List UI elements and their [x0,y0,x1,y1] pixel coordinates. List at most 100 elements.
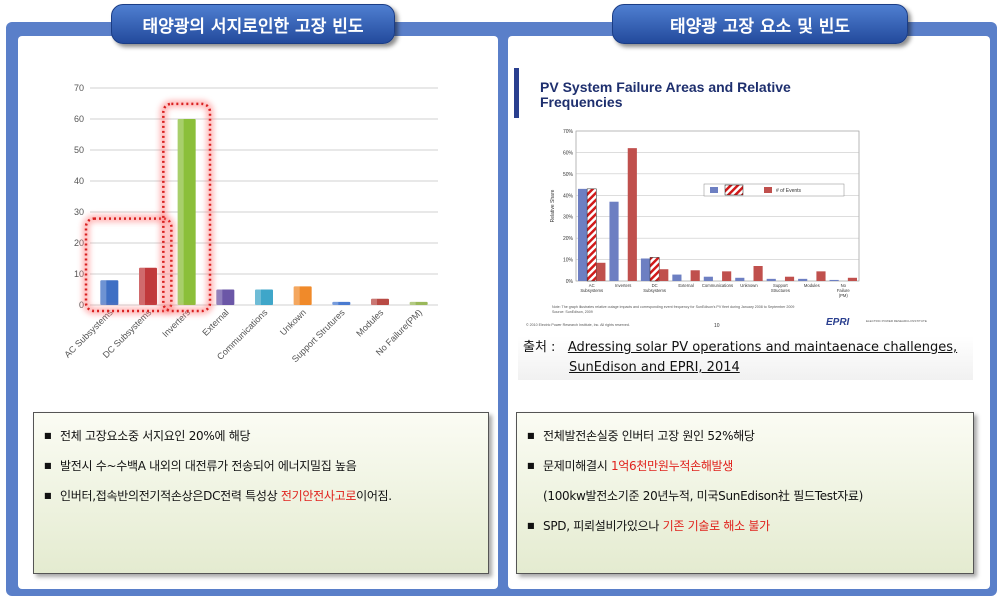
source-line1[interactable]: Adressing solar PV operations and mainta… [567,340,958,355]
page-number: 10 [714,323,720,329]
source-label: 출처 : [523,340,556,355]
highlight-box [159,100,214,315]
bar-series-0 [578,188,588,281]
bar-shine [371,298,377,305]
x-tick-label: Unkown [278,307,308,337]
bullet-text: 에 해당 [214,429,251,443]
bar-series-0 [766,278,776,281]
slide-title: PV System Failure Areas and Relative Fre… [540,79,791,110]
highlight-text: 1억6천만원누적손해발생 [610,459,734,473]
epri-logo-subtitle: ELECTRIC POWER RESEARCH INSTITUTE [866,319,927,323]
right-bullet: ■ SPD, 피뢰설비가있으나 기존 기술로 해소 불가 [527,518,973,534]
bar-no-failure-pm- [409,301,428,305]
bar-series-1 [586,188,597,282]
y-tick-label: 30 [74,207,84,217]
y-tick-label: 50 [74,145,84,155]
y-axis-label: Relative Share [550,189,556,222]
bar [409,301,428,305]
bullet-marker-icon: ■ [44,431,52,440]
bar-ac-subsystems [100,280,119,305]
bar-series-0 [609,201,619,281]
bar [139,267,157,305]
right-bullet: (100kw발전소기준 20년누적, 미국SunEdison社 필드Test자료… [527,488,973,504]
bar-series-0 [703,276,713,281]
pv-failure-bar-chart: 0% 10% 20% 30% 40% 50% 60% 70% Relative Share AC S… [526,129,927,329]
right-title: 태양광 고장 요소 및 빈도 [612,4,908,44]
bar-series-2 [627,148,637,281]
bar-unkown [293,286,312,305]
bar-external [216,289,235,305]
bar [216,289,235,305]
x-tick-label: Support Structures [771,283,790,293]
bar [293,286,312,305]
right-bullet-box: ■ 전체발전손실중 인버터 고장 원인 52%해당 ■ 문제미해결시 1억6천만원누적… [516,412,974,574]
y-tick-label: 70 [74,83,84,93]
epri-slide-image: PV System Failure Areas and Relative Fre… [514,68,975,332]
y-tick-label: 50% [563,172,574,178]
source-line2[interactable]: SunEdison and EPRI, 2014 [569,360,740,375]
bar [371,298,389,305]
y-tick-label: 70% [563,129,574,135]
bullet-text: 이어짐. [356,489,392,503]
chart-note: Note: The graph illustrates relative out… [552,305,794,309]
bar-shine [100,280,107,305]
left-bullet-box: ■ 전체 고장요소중 서지요인 20%에 해당 ■ 발전시 수~수백A 내외의 대전류… [33,412,489,574]
bullet-marker-icon: ■ [44,491,52,500]
bar-shine [216,289,223,305]
bar-series-0 [735,277,745,281]
y-tick-label: 40% [563,193,574,199]
chart-source: Source: SunEdison, 2009 [552,310,593,314]
bar [177,119,196,305]
y-tick-label: 0% [566,279,574,285]
bar-shine [139,267,145,305]
legend-label: # of Events [776,188,802,194]
bar [100,280,119,305]
bar-series-2 [784,276,795,281]
bullet-marker-icon: ■ [527,461,535,470]
x-tick-label: Inverters [615,283,631,288]
bullet-text: 20% [188,429,215,443]
bar-series-0 [640,258,651,281]
bullet-text: (100kw발전소기준 20년누적, 미국SunEdison社 필드Test자료… [543,489,864,503]
x-tick-label: Communications [702,283,733,288]
left-bullet: ■ 발전시 수~수백A 내외의 대전류가 전송되어 에너지밀집 높음 [44,458,488,474]
bar-dc-subsystems [139,267,157,305]
bullet-text: 인버터,접속반의전기적손상은DC전력 특성상 [60,489,281,503]
source-citation: 출처 : Adressing solar PV operations and m… [523,338,957,378]
x-tick-label: Modules [804,283,820,288]
bar-shine [177,119,184,305]
y-tick-label: 0 [79,300,84,310]
bullet-text: 전체발전손실중 인버터 고장 원인 52%해당 [543,429,755,443]
x-tick-label: Unknown [740,283,758,288]
bar-series-2 [659,269,669,281]
bar [332,301,351,305]
bullet-marker-icon: ■ [527,521,535,530]
bar-modules [371,298,389,305]
x-tick-label: Modules [354,307,385,338]
bar-series-2 [722,271,732,281]
y-tick-label: 20% [563,236,574,242]
bullet-text: 문제미해결시 [543,459,611,473]
left-title: 태양광의 서지로인한 고장 빈도 [111,4,395,44]
bar-series-2 [816,271,826,281]
bar-series-1 [649,257,660,282]
bullet-marker-icon: ■ [44,461,52,470]
highlight-text: 기존 기술로 해소 불가 [662,519,771,533]
source-backdrop [518,336,973,380]
bar-series-2 [847,277,857,281]
bullet-marker-icon: ■ [527,431,535,440]
y-tick-label: 20 [74,238,84,248]
slide-accent-bar [514,68,519,118]
right-bullet: ■ 문제미해결시 1억6천만원누적손해발생 [527,458,973,474]
x-tick-label: DC Subsystems [643,283,666,293]
x-tick-label: AC Subsystems [580,283,603,293]
copyright-text: © 2010 Electric Power Research Institute… [526,323,630,327]
bar-series-0 [829,279,839,281]
bar-inverters [177,119,196,305]
epri-logo: EPRI [826,317,850,328]
bullet-text: 발전시 수~수백A 내외의 대전류가 전송되어 에너지밀집 높음 [60,459,357,473]
bar-series-0 [798,278,808,281]
bar [255,289,273,305]
x-tick-label: No Failure (PM) [837,283,850,298]
